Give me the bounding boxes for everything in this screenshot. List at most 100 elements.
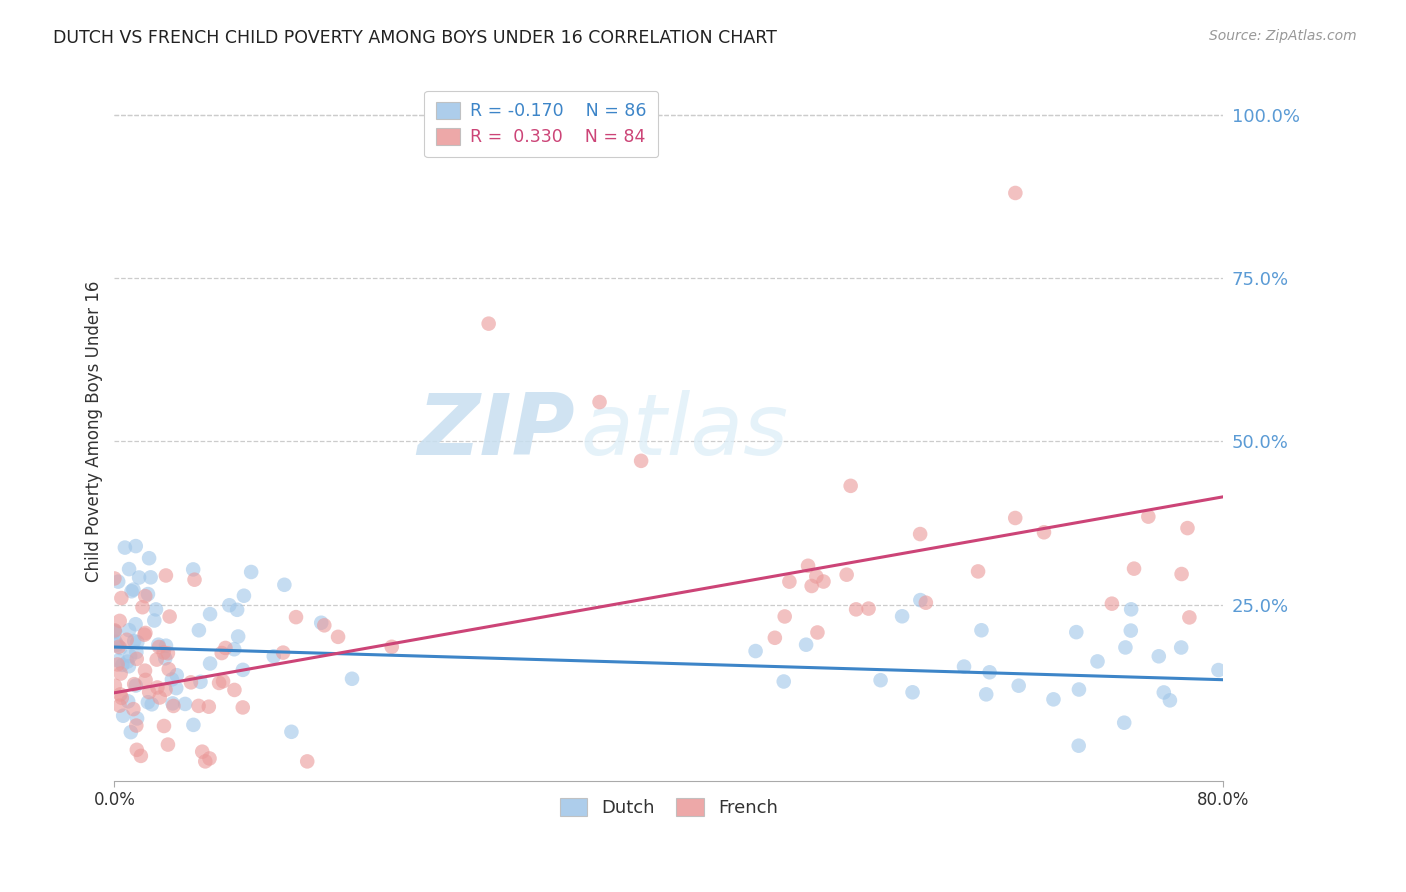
Point [104, 624, 127, 638]
Point [125, 539, 148, 553]
Point [107, 574, 129, 589]
Point [806, 569, 828, 583]
Point [118, 659, 141, 673]
Point [180, 675, 202, 690]
Point [869, 673, 891, 688]
Point [104, 624, 127, 639]
Point [297, 755, 319, 769]
Point [198, 751, 221, 765]
Point [1159, 693, 1181, 707]
Point [107, 640, 129, 654]
Point [285, 610, 308, 624]
Point [120, 725, 142, 739]
Point [122, 702, 145, 716]
Point [187, 624, 209, 638]
Point [218, 599, 240, 613]
Point [630, 454, 652, 468]
Point [1137, 509, 1160, 524]
Point [157, 662, 180, 676]
Point [1101, 597, 1123, 611]
Point [280, 724, 302, 739]
Point [120, 648, 142, 663]
Point [155, 639, 177, 653]
Point [797, 558, 820, 573]
Point [835, 567, 858, 582]
Point [148, 640, 170, 654]
Point [232, 663, 254, 677]
Point [778, 574, 800, 589]
Point [772, 674, 794, 689]
Point [162, 698, 184, 713]
Point [226, 603, 249, 617]
Point [125, 711, 148, 725]
Point [763, 631, 786, 645]
Text: ZIP: ZIP [418, 390, 575, 473]
Point [187, 698, 209, 713]
Point [155, 568, 177, 582]
Point [800, 579, 823, 593]
Point [194, 755, 217, 769]
Point [1147, 649, 1170, 664]
Point [1170, 640, 1192, 655]
Point [111, 690, 134, 705]
Point [110, 666, 132, 681]
Point [1087, 654, 1109, 668]
Point [112, 708, 135, 723]
Point [134, 628, 156, 642]
Point [148, 638, 170, 652]
Point [114, 541, 136, 555]
Point [208, 676, 231, 690]
Point [121, 584, 143, 599]
Point [136, 587, 159, 601]
Point [136, 695, 159, 709]
Point [124, 617, 146, 632]
Point [108, 614, 131, 628]
Point [212, 674, 235, 689]
Point [162, 697, 184, 711]
Point [145, 652, 167, 666]
Point [155, 682, 177, 697]
Point [134, 626, 156, 640]
Point [174, 697, 197, 711]
Point [224, 642, 246, 657]
Point [773, 609, 796, 624]
Point [183, 573, 205, 587]
Point [125, 718, 148, 732]
Point [129, 748, 152, 763]
Point [198, 607, 221, 621]
Point [146, 681, 169, 695]
Text: atlas: atlas [581, 390, 789, 473]
Point [588, 395, 610, 409]
Point [839, 479, 862, 493]
Point [1064, 625, 1087, 640]
Point [1067, 739, 1090, 753]
Point [326, 630, 349, 644]
Point [908, 527, 931, 541]
Point [232, 589, 254, 603]
Point [138, 685, 160, 699]
Point [1033, 525, 1056, 540]
Point [117, 694, 139, 708]
Point [111, 657, 134, 672]
Point [340, 672, 363, 686]
Point [309, 615, 332, 630]
Point [103, 571, 125, 585]
Point [152, 646, 174, 660]
Point [1008, 679, 1031, 693]
Point [127, 635, 149, 649]
Point [744, 644, 766, 658]
Point [273, 578, 295, 592]
Point [160, 673, 183, 687]
Point [240, 565, 263, 579]
Point [105, 638, 128, 652]
Legend: Dutch, French: Dutch, French [553, 791, 785, 824]
Point [970, 624, 993, 638]
Point [1004, 511, 1026, 525]
Point [122, 582, 145, 597]
Point [110, 640, 132, 655]
Point [1042, 692, 1064, 706]
Point [149, 690, 172, 705]
Point [381, 640, 404, 654]
Point [979, 665, 1001, 680]
Point [953, 659, 976, 673]
